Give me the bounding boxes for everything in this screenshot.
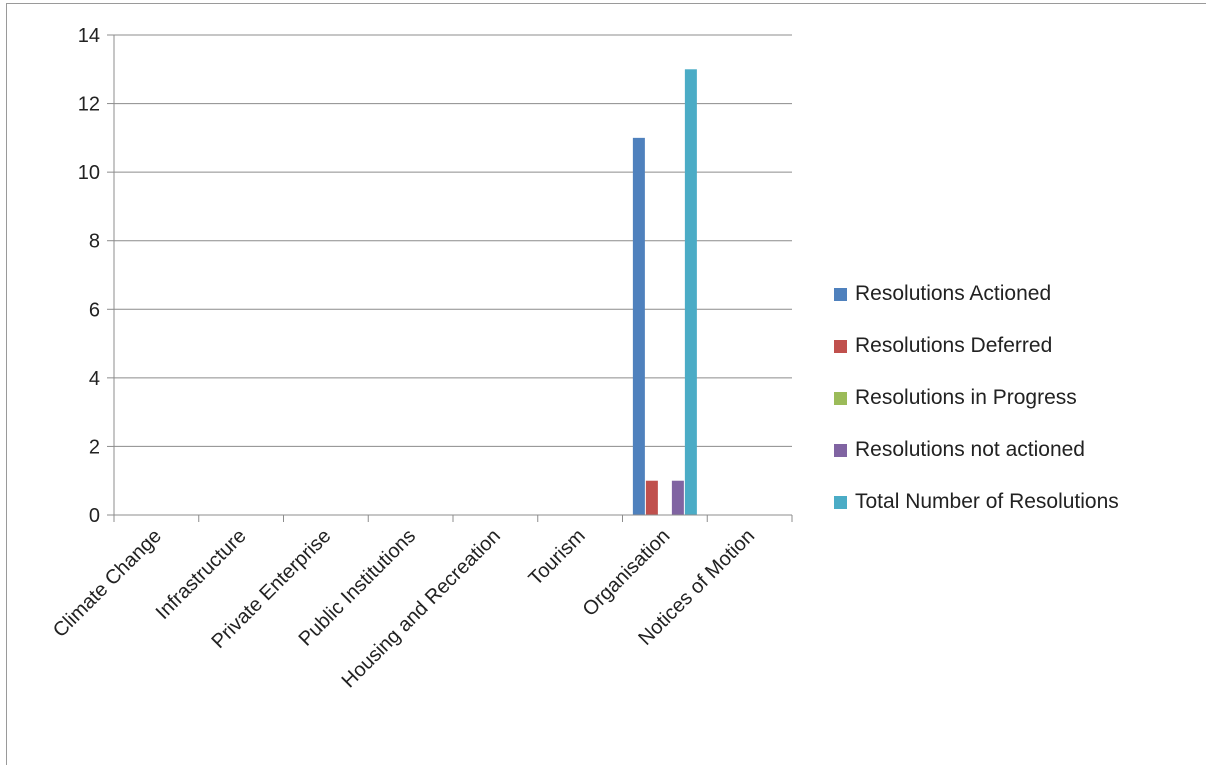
y-tick-label: 6 xyxy=(89,299,100,321)
legend-item: Resolutions not actioned xyxy=(834,424,1119,476)
legend-swatch xyxy=(834,339,847,353)
legend-label: Total Number of Resolutions xyxy=(855,490,1119,513)
legend-item: Resolutions Actioned xyxy=(834,268,1119,320)
x-tick-label: Housing and Recreation xyxy=(338,525,505,692)
legend-label: Resolutions Deferred xyxy=(855,334,1053,357)
legend-swatch xyxy=(834,391,847,405)
y-tick-label: 2 xyxy=(89,436,100,458)
axes xyxy=(113,35,793,522)
y-tick-label: 14 xyxy=(78,25,100,47)
y-tick-label: 0 xyxy=(89,505,100,527)
legend-swatch xyxy=(834,495,847,509)
y-tick-label: 8 xyxy=(89,231,100,253)
legend-label: Resolutions not actioned xyxy=(855,438,1085,461)
y-tick-labels: 0 2 4 6 8 10 12 14 xyxy=(78,25,100,527)
legend-item: Resolutions Deferred xyxy=(834,320,1119,372)
gridlines xyxy=(107,34,792,516)
y-tick-label: 4 xyxy=(89,368,100,390)
chart-legend: Resolutions Actioned Resolutions Deferred… xyxy=(834,268,1119,528)
bar-resolutions-actioned-organisation xyxy=(632,137,645,515)
legend-swatch xyxy=(834,287,847,301)
bar-resolutions-deferred-organisation xyxy=(645,480,658,515)
legend-swatch xyxy=(834,443,847,457)
x-tick-label: Tourism xyxy=(525,525,590,590)
legend-item: Resolutions in Progress xyxy=(834,372,1119,424)
x-tick-label: Climate Change xyxy=(49,525,166,642)
bar-total-number-of-resolutions-organisation xyxy=(684,69,697,516)
bars xyxy=(632,69,697,516)
legend-label: Resolutions in Progress xyxy=(855,386,1077,409)
y-tick-label: 10 xyxy=(78,162,100,184)
y-tick-label: 12 xyxy=(78,94,100,116)
bar-resolutions-not-actioned-organisation xyxy=(671,480,684,515)
legend-item: Total Number of Resolutions xyxy=(834,476,1119,528)
x-tick-label: Organisation xyxy=(579,525,675,621)
chart-frame xyxy=(6,3,1206,765)
legend-label: Resolutions Actioned xyxy=(855,282,1052,305)
